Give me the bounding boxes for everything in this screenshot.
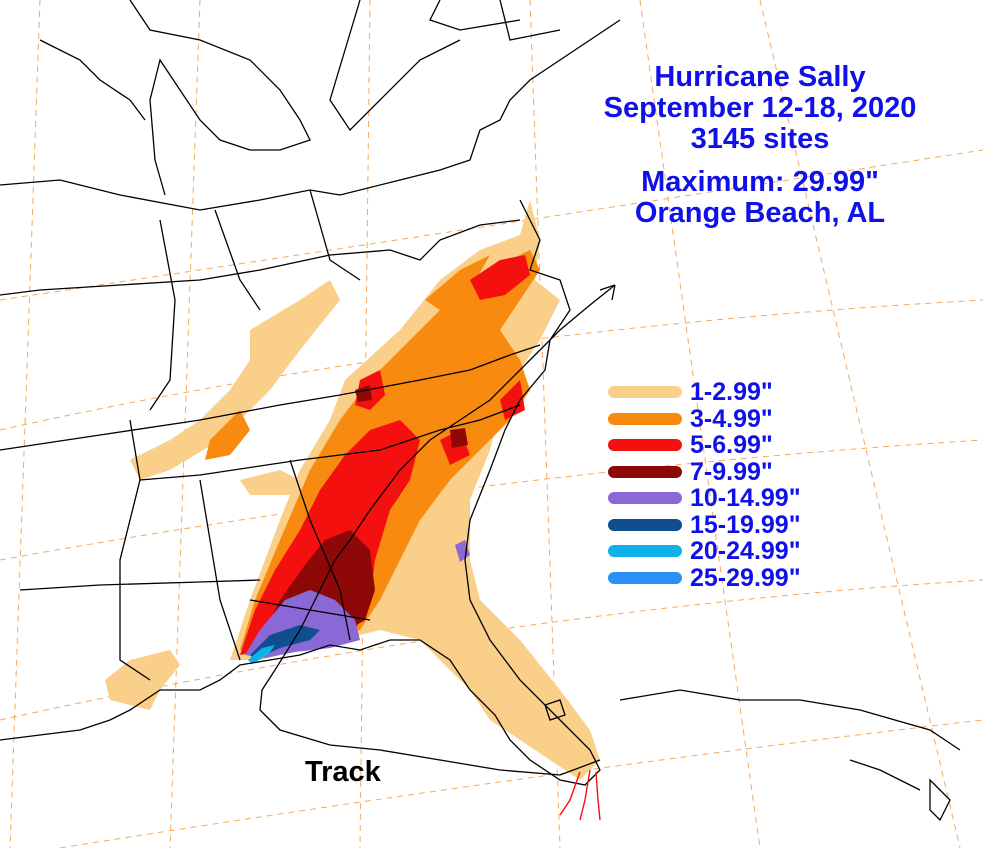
legend-item: 15-19.99" [608, 510, 868, 539]
map-title-block: Hurricane Sally September 12-18, 2020 31… [560, 62, 960, 229]
legend-label: 1-2.99" [690, 378, 773, 406]
coastline [0, 0, 961, 822]
legend-swatch [608, 518, 682, 531]
legend-item: 3-4.99" [608, 404, 868, 433]
legend-swatch [608, 465, 682, 478]
legend-item: 20-24.99" [608, 537, 868, 565]
site-count: 3145 sites [690, 123, 830, 155]
maximum-location: Orange Beach, AL [634, 197, 886, 229]
storm-name: Hurricane Sally [654, 61, 866, 93]
legend-item: 5-6.99" [608, 431, 868, 459]
legend-label: 25-29.99" [690, 563, 801, 592]
legend-swatch [608, 412, 682, 425]
legend-swatch [608, 545, 682, 557]
legend-label: 10-14.99" [690, 484, 801, 512]
rainfall-legend: 1-2.99" 3-4.99" 5-6.99" 7-9.99" 10-14.99… [608, 378, 868, 592]
track-label: Track [305, 756, 381, 788]
legend-item: 25-29.99" [608, 563, 868, 592]
legend-item: 1-2.99" [608, 378, 868, 406]
legend-item: 7-9.99" [608, 457, 868, 486]
legend-label: 15-19.99" [690, 510, 801, 539]
legend-swatch [608, 386, 682, 398]
rainfall-streaks [559, 769, 601, 821]
legend-swatch [608, 571, 682, 584]
date-range: September 12-18, 2020 [603, 92, 917, 124]
legend-swatch [608, 492, 682, 504]
maximum-rainfall: Maximum: 29.99" [641, 166, 879, 198]
legend-label: 5-6.99" [690, 431, 773, 459]
legend-swatch [608, 439, 682, 451]
legend-item: 10-14.99" [608, 484, 868, 512]
legend-label: 3-4.99" [690, 404, 773, 433]
legend-label: 20-24.99" [690, 537, 801, 565]
storm-track [259, 284, 616, 776]
rainfall-20-25in [248, 645, 275, 664]
legend-label: 7-9.99" [690, 457, 773, 486]
